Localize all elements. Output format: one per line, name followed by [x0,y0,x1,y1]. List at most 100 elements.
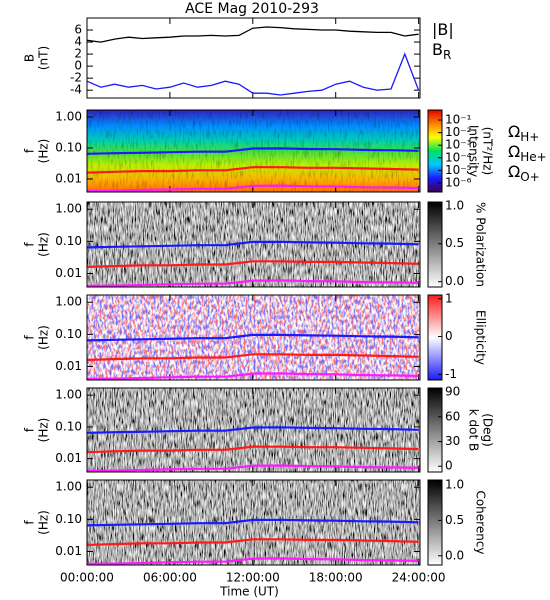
texture-noise [87,480,420,565]
x-tick-label: 12:00:00 [226,571,280,585]
series-line [86,464,419,473]
y-tick-label: 2 [74,47,82,61]
y-axis-label: (Hz) [37,418,51,443]
colorbar-label: Coherency [474,490,488,554]
colorbar-tick-label: 1.0 [445,477,464,491]
colorbar-label: Intensity [467,125,481,177]
series-line [86,333,419,342]
y-axis-label: (Hz) [37,139,51,164]
colorbar-tick-label: 0 [445,329,453,343]
colorbar-tick-label: 10⁻¹ [445,113,472,127]
series-line [86,26,419,43]
series-line [86,538,419,546]
colorbar-tick-label: 0.0 [445,274,464,288]
spectrogram-texture [87,295,420,380]
colorbar-tick-label: 0.0 [445,548,464,562]
colorbar [427,109,443,193]
colorbar [427,387,443,473]
series-line [86,184,419,193]
colorbar-tick-label: 10⁻² [445,125,472,139]
y-tick-label: 1.00 [55,480,82,494]
y-tick-label: -2 [70,71,82,85]
legend-entry: ΩHe+ [508,142,547,164]
chart-title: ACE Mag 2010-293 [185,1,319,17]
spectrogram-texture [87,480,420,565]
series-line [86,372,419,380]
panel-frame [86,294,421,381]
y-axis-label: (Hz) [37,232,51,257]
spectrogram-texture [87,202,420,287]
series-line [86,52,420,96]
colorbar-tick-label: 90 [445,385,460,399]
x-axis-label: Time (UT) [219,585,279,599]
colorbar-tick-label: 1.0 [445,198,464,212]
panel-frame [86,387,421,473]
series-line [86,279,419,287]
x-tick-label: 18:00:00 [309,571,363,585]
y-tick-label: 0.01 [55,266,82,280]
legend-entry: ΩO+ [508,162,540,184]
series-line [86,353,419,361]
colorbar-tick-label: 0.5 [445,236,464,250]
colorbar-tick-label: 60 [445,409,460,423]
y-tick-label: -4 [70,83,82,97]
y-axis-label: f [23,520,37,525]
y-tick-label: 0.01 [55,451,82,465]
y-axis-label: f [23,242,37,247]
colorbar-label: % Polarization [474,202,488,287]
colorbar [427,201,443,288]
series-line [86,260,419,268]
panel-frame [86,109,421,193]
colorbar-tick-label: 10⁻⁴ [445,150,472,164]
y-tick-label: 0.01 [55,544,82,558]
y-tick-label: 4 [74,35,82,49]
y-axis-label: f [23,427,37,432]
colorbar-label: (Deg) [481,413,495,447]
series-line [86,426,419,434]
y-axis-label: B [23,54,37,62]
series-line [86,240,419,249]
y-axis-label: (nT) [37,46,51,70]
colorbar [427,294,443,381]
colorbar-tick-label: 10⁻⁵ [445,163,472,177]
y-tick-label: 0 [74,59,82,73]
panel-frame [86,201,421,288]
y-tick-label: 6 [74,23,82,37]
y-axis-label: (Hz) [37,325,51,350]
colorbar-tick-label: 0 [445,459,453,473]
y-axis-label: (Hz) [37,510,51,535]
y-tick-label: 1.00 [55,295,82,309]
y-tick-label: 1.00 [55,202,82,216]
series-line [86,445,419,454]
legend-entry: ΩH+ [508,122,539,144]
texture-noise [87,388,420,472]
colorbar-label: k dot B [467,409,481,451]
y-tick-label: 1.00 [55,109,82,123]
colorbar-tick-label: 30 [445,434,460,448]
colorbar-label: (nT²/Hz) [481,127,495,175]
x-tick-label: 00:00:00 [60,571,114,585]
y-tick-label: 0.10 [55,327,82,341]
legend-entry: |B| [432,20,454,39]
colorbar-label: Ellipticity [474,310,488,365]
y-axis-label: f [23,148,37,153]
panel-frame [86,17,421,99]
series-line [86,166,419,174]
colorbar-tick-label: 10⁻⁶ [445,175,472,189]
x-tick-label: 06:00:00 [143,571,197,585]
spectrogram-texture [87,388,420,472]
texture-noise [87,295,420,380]
legend-entry: BR [432,40,451,62]
y-tick-label: 1.00 [55,388,82,402]
colorbar-tick-label: 0.5 [445,513,464,527]
y-tick-label: 0.10 [55,419,82,433]
colorbar-tick-label: -1 [445,367,457,381]
y-tick-label: 0.10 [55,512,82,526]
texture-noise [87,202,420,287]
y-tick-label: 0.10 [55,140,82,154]
panel-frame [86,479,421,566]
series-line [86,557,419,565]
series-line [86,518,419,527]
series-line [86,147,419,155]
